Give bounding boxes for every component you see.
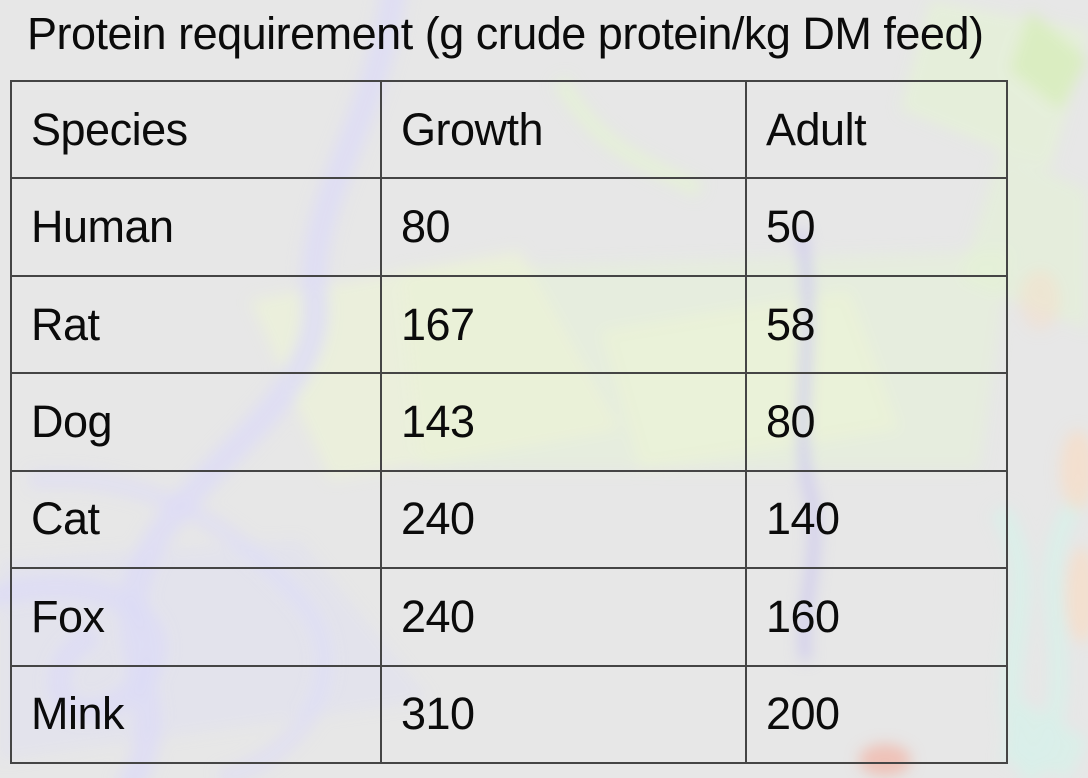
cell-species: Mink [10,664,382,765]
cell-adult: 58 [745,274,1008,375]
cell-species: Fox [10,567,382,667]
cell-growth: 310 [380,664,747,765]
cell-adult: 140 [745,469,1008,570]
table-row: Fox 240 160 [10,567,1008,667]
cell-growth: 240 [380,567,747,667]
cell-adult: 160 [745,567,1008,667]
cell-growth: 80 [380,177,747,277]
page-title: Protein requirement (g crude protein/kg … [27,8,984,59]
cell-adult: 80 [745,372,1008,472]
column-header-growth: Growth [380,79,747,180]
table-row: Cat 240 140 [10,469,1008,570]
table-header-row: Species Growth Adult [10,79,1008,180]
cell-growth: 143 [380,372,747,472]
cell-adult: 50 [745,177,1008,277]
table-row: Rat 167 58 [10,274,1008,375]
column-header-species: Species [10,79,382,180]
cell-growth: 240 [380,469,747,570]
cell-growth: 167 [380,274,747,375]
cell-species: Rat [10,274,382,375]
table-row: Mink 310 200 [10,664,1008,765]
column-header-adult: Adult [745,79,1008,180]
cell-adult: 200 [745,664,1008,765]
cell-species: Cat [10,469,382,570]
table-row: Human 80 50 [10,177,1008,277]
table-row: Dog 143 80 [10,372,1008,472]
protein-requirement-table: Species Growth Adult Human 80 50 Rat 167… [10,79,1008,765]
cell-species: Human [10,177,382,277]
cell-species: Dog [10,372,382,472]
